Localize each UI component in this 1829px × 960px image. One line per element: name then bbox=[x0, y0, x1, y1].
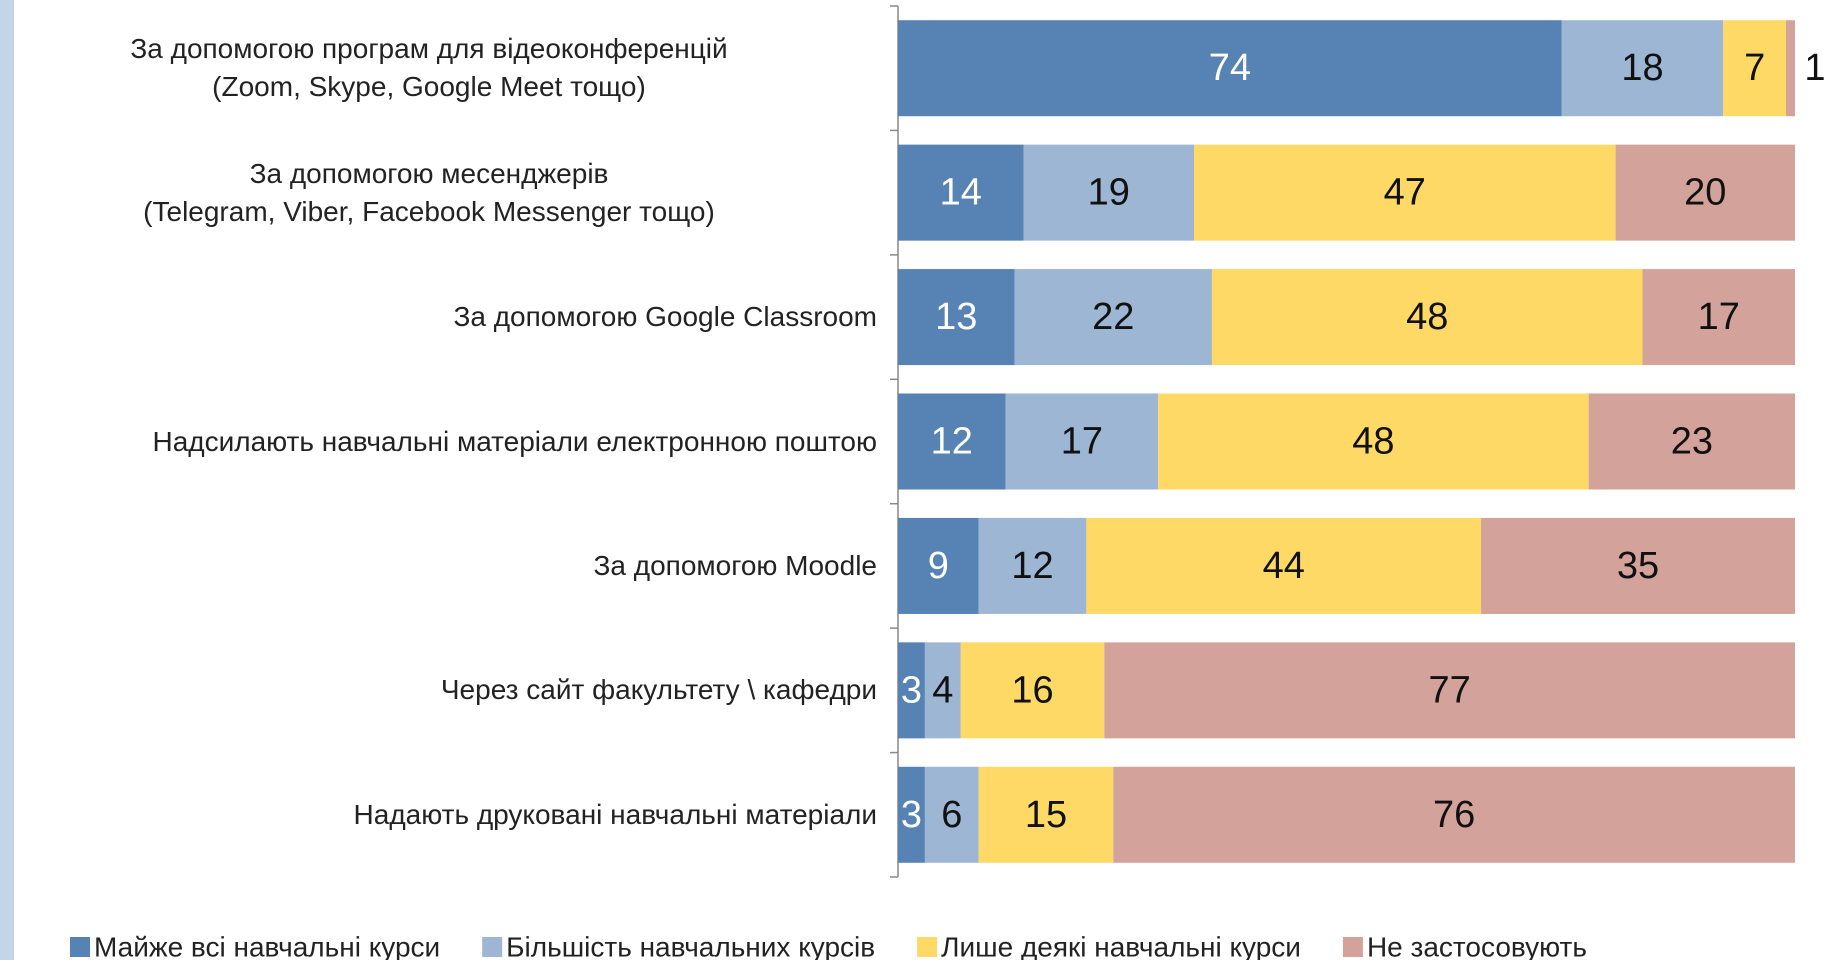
bar-segment bbox=[1481, 517, 1795, 614]
bar-segment bbox=[1158, 393, 1589, 490]
value-label: 19 bbox=[1088, 172, 1130, 214]
bar-segment bbox=[898, 144, 1024, 241]
value-label: 9 bbox=[928, 545, 949, 587]
bar-segment bbox=[1723, 20, 1787, 117]
value-label: 76 bbox=[1433, 794, 1475, 836]
value-label: 14 bbox=[940, 172, 982, 214]
bar-segment bbox=[1615, 144, 1795, 241]
value-label: 17 bbox=[1698, 296, 1740, 338]
value-label: 48 bbox=[1406, 296, 1448, 338]
value-label: 3 bbox=[901, 669, 922, 711]
value-label: 4 bbox=[932, 669, 953, 711]
value-label: 77 bbox=[1429, 669, 1471, 711]
category-label: Надсилають навчальні матеріали електронн… bbox=[152, 425, 877, 457]
value-label: 18 bbox=[1621, 47, 1663, 89]
bar-segment bbox=[898, 517, 979, 614]
bar-segment bbox=[1588, 393, 1795, 490]
category-label: За допомогою програм для відеоконференці… bbox=[130, 33, 728, 103]
legend-swatch bbox=[482, 937, 503, 957]
value-label: 47 bbox=[1384, 172, 1426, 214]
bar-segment bbox=[1113, 766, 1795, 863]
legend-swatch bbox=[1342, 937, 1363, 957]
category-label: Через сайт факультету \ кафедри bbox=[440, 674, 877, 706]
legend-swatch bbox=[70, 937, 90, 957]
bar-segment bbox=[978, 517, 1087, 614]
bar-segment bbox=[898, 269, 1015, 366]
bar-segment bbox=[1211, 269, 1643, 366]
value-label: 23 bbox=[1671, 421, 1713, 463]
bar-segment bbox=[1005, 393, 1159, 490]
legend-label: Лише деякі навчальні курси bbox=[941, 931, 1301, 960]
bar-segment bbox=[1104, 642, 1795, 739]
value-label: 6 bbox=[941, 794, 962, 836]
category-label: Надають друковані навчальні матеріали bbox=[353, 798, 877, 830]
bar-segment bbox=[898, 766, 925, 863]
bar-segment bbox=[1086, 517, 1482, 614]
value-label: 12 bbox=[1011, 545, 1053, 587]
category-label: За допомогою месенджерів (Telegram, Vibe… bbox=[143, 157, 715, 227]
value-label: 44 bbox=[1263, 545, 1305, 587]
bar-segment bbox=[978, 766, 1114, 863]
value-label: 48 bbox=[1352, 421, 1394, 463]
value-label: 7 bbox=[1744, 47, 1765, 89]
legend-label: Майже всі навчальні курси bbox=[94, 931, 440, 960]
value-label: 13 bbox=[935, 296, 977, 338]
value-label: 1 bbox=[1804, 47, 1825, 89]
side-strip bbox=[0, 0, 14, 960]
value-label: 16 bbox=[1011, 669, 1053, 711]
bar-segment bbox=[898, 393, 1006, 490]
legend-label: Більшість навчальних курсів bbox=[506, 931, 875, 960]
category-label: За допомогою Moodle bbox=[593, 549, 877, 581]
legend-label: Не застосовують bbox=[1367, 931, 1587, 960]
legend-swatch bbox=[917, 937, 938, 957]
bar-segment bbox=[924, 766, 979, 863]
value-label: 35 bbox=[1617, 545, 1659, 587]
value-label: 74 bbox=[1209, 47, 1251, 89]
bar-segment bbox=[1023, 144, 1195, 241]
bar-segment bbox=[960, 642, 1105, 739]
bar-segment bbox=[1642, 269, 1795, 366]
bar-segment bbox=[898, 642, 925, 739]
bar-segment bbox=[1786, 20, 1795, 117]
value-label: 22 bbox=[1092, 296, 1134, 338]
bar-segment bbox=[1194, 144, 1616, 241]
value-label: 3 bbox=[901, 794, 922, 836]
value-label: 15 bbox=[1025, 794, 1067, 836]
value-label: 12 bbox=[931, 421, 973, 463]
value-label: 20 bbox=[1684, 172, 1726, 214]
bar-segment bbox=[898, 20, 1562, 117]
value-label: 17 bbox=[1061, 421, 1103, 463]
bar-segment bbox=[1014, 269, 1212, 366]
bar-segment bbox=[924, 642, 961, 739]
category-label: За допомогою Google Classroom bbox=[453, 301, 877, 333]
bar-segment bbox=[1561, 20, 1724, 117]
